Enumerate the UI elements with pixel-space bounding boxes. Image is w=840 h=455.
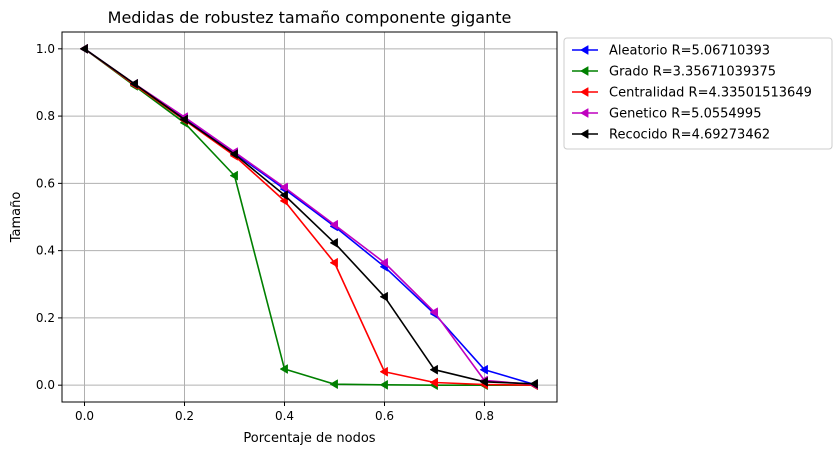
data-point xyxy=(429,364,438,375)
data-point xyxy=(179,114,188,125)
data-point xyxy=(529,378,538,389)
y-tick-label: 0.2 xyxy=(36,311,55,325)
legend-label: Genetico R=5.0554995 xyxy=(609,107,761,122)
legend-item: Grado R=3.35671039375 xyxy=(572,65,776,80)
series-5 xyxy=(79,43,538,389)
data-point xyxy=(279,364,288,374)
legend-label: Aleatorio R=5.06710393 xyxy=(609,44,770,59)
data-point xyxy=(329,237,338,248)
legend-label: Recocido R=4.69273462 xyxy=(609,128,770,143)
y-tick-label: 0.6 xyxy=(36,176,55,190)
data-point xyxy=(429,377,438,388)
data-point xyxy=(129,78,138,89)
y-tick-label: 0.0 xyxy=(36,378,55,392)
series-line xyxy=(84,48,535,386)
chart-title: Medidas de robustez tamaño componente gi… xyxy=(108,8,512,27)
data-point xyxy=(329,379,338,390)
data-point xyxy=(279,190,288,201)
data-point xyxy=(229,149,238,160)
legend-marker xyxy=(580,66,589,76)
x-axis-label: Porcentaje de nodos xyxy=(243,431,375,446)
legend-item: Aleatorio R=5.06710393 xyxy=(572,44,770,59)
legend-item: Centralidad R=4.33501513649 xyxy=(572,86,812,101)
data-point xyxy=(479,376,488,387)
axis-ticks: 0.0 0.2 0.4 0.6 0.8 0.0 0.2 0.4 0.6 0.8 1.0 xyxy=(36,42,494,423)
data-point xyxy=(379,257,388,268)
data-point xyxy=(329,219,338,230)
y-axis-label: Tamaño xyxy=(9,192,24,244)
x-tick-label: 0.4 xyxy=(275,409,294,423)
legend-marker xyxy=(580,108,589,118)
data-point xyxy=(329,257,338,268)
legend-marker xyxy=(580,45,589,55)
legend-box xyxy=(563,37,833,150)
data-point xyxy=(379,379,388,390)
series-line xyxy=(84,48,535,386)
data-point xyxy=(379,366,388,377)
series-line xyxy=(84,48,535,385)
x-tick-label: 0.6 xyxy=(375,409,394,423)
grid-lines xyxy=(62,32,557,402)
x-tick-label: 0.8 xyxy=(475,409,494,423)
y-tick-label: 0.8 xyxy=(36,109,55,123)
data-point xyxy=(429,307,438,318)
data-point xyxy=(379,291,388,302)
plot-frame xyxy=(61,31,558,403)
legend-label: Grado R=3.35671039375 xyxy=(609,65,776,80)
series-layer xyxy=(79,43,538,391)
legend-item: Genetico R=5.0554995 xyxy=(572,107,761,122)
legend-label: Centralidad R=4.33501513649 xyxy=(609,86,812,101)
data-point xyxy=(279,182,288,193)
data-point xyxy=(79,43,88,54)
legend-marker xyxy=(580,87,589,97)
x-tick-label: 0.2 xyxy=(175,409,194,423)
legend: Aleatorio R=5.06710393 Grado R=3.35671039… xyxy=(563,37,833,150)
legend-item: Recocido R=4.69273462 xyxy=(572,128,770,143)
y-tick-label: 1.0 xyxy=(36,42,55,56)
legend-marker xyxy=(580,129,589,139)
data-point xyxy=(229,170,238,181)
x-tick-label: 0.0 xyxy=(75,409,94,423)
y-tick-label: 0.4 xyxy=(36,244,55,258)
data-point xyxy=(479,364,488,375)
